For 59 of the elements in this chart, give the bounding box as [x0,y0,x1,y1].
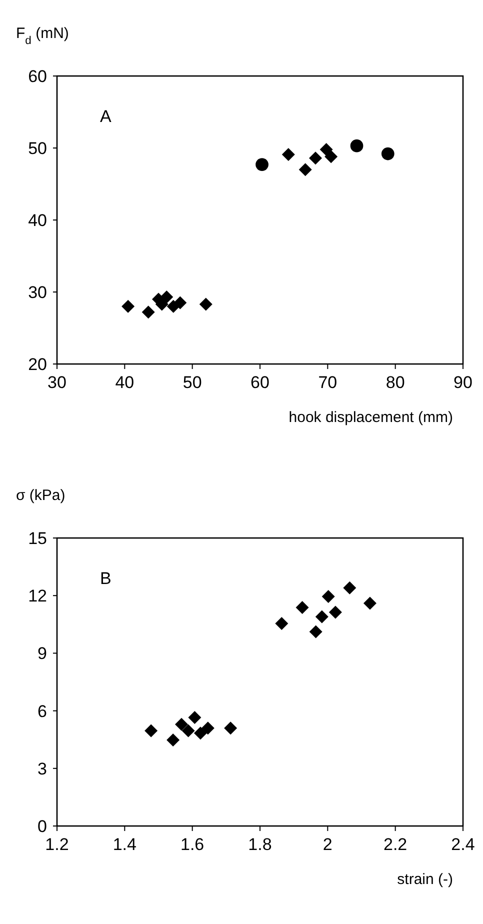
y-axis-title: σ (kPa) [16,487,66,504]
y-tick-label: 3 [38,759,47,778]
x-tick-label: 1.2 [45,835,69,854]
x-tick-label: 90 [454,373,472,392]
x-tick-label: 70 [318,373,338,392]
x-tick-label: 1.6 [180,835,204,854]
x-tick-label: 2.2 [384,835,408,854]
y-tick-label: 9 [38,644,47,664]
x-axis-title: hook displacement (mm) [288,409,453,426]
point [298,163,312,176]
y-tick-label: 30 [28,283,47,302]
point [315,610,328,624]
point [175,718,188,731]
annotation: B [100,569,112,588]
y-axis-title: F$_{d}$ (mN) [16,25,69,47]
point [188,711,202,724]
point [324,150,338,164]
y-tick-label: 20 [28,355,47,374]
y-tick-label: 15 [28,529,47,548]
y-tick-label: 40 [28,211,47,230]
x-tick-label: 80 [386,373,405,392]
point [194,726,207,740]
point [309,625,322,638]
point [256,158,268,171]
y-tick-label: 60 [28,67,47,86]
point [320,142,333,156]
point [199,298,212,311]
point [322,590,335,604]
x-tick-label: 2 [322,835,332,854]
y-tick-label: 6 [38,702,47,721]
x-tick-label: 2.4 [451,835,475,854]
x-tick-label: 40 [115,373,134,392]
point [282,148,295,161]
point [381,147,394,160]
point [182,724,195,738]
x-tick-label: 50 [182,373,202,392]
point [343,581,356,594]
point [275,616,288,630]
point [174,296,187,310]
point [144,724,158,738]
point [224,722,238,735]
x-tick-label: 1.4 [112,835,136,854]
x-axis-title: strain (-) [397,871,453,888]
point [122,300,135,313]
point [166,733,180,746]
point [142,306,155,319]
point [363,596,376,610]
point [296,601,309,614]
y-tick-label: 0 [38,817,47,836]
y-tick-label: 50 [28,139,47,158]
point [328,606,342,619]
point [160,290,174,304]
point [308,152,322,165]
annotation: A [100,107,112,126]
x-tick-label: 60 [250,373,270,392]
x-tick-label: 1.8 [248,835,272,854]
y-tick-label: 12 [28,586,47,606]
point [201,722,214,735]
point [350,139,364,152]
